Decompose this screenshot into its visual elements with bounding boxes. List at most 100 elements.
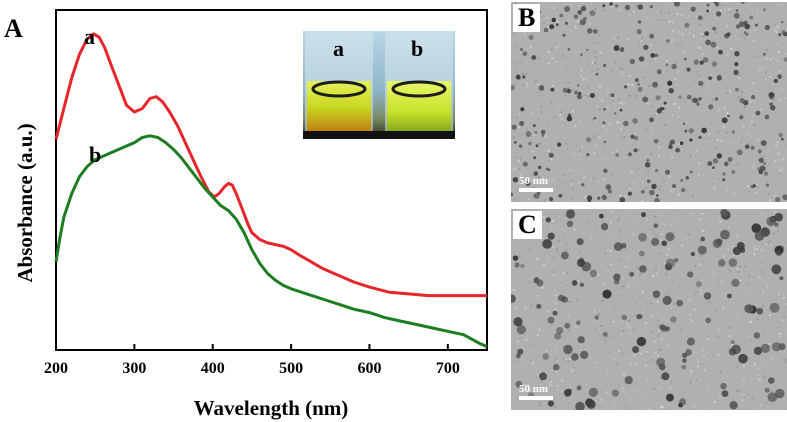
nanoparticle (653, 138, 659, 144)
nanoparticle (651, 183, 657, 190)
nanoparticle (566, 220, 574, 227)
nanoparticle (666, 39, 670, 43)
nanoparticle (586, 399, 596, 409)
nanoparticle (758, 157, 764, 163)
nanoparticle (547, 232, 555, 240)
nanoparticle (754, 23, 758, 27)
nanoparticle (654, 53, 659, 58)
nanoparticle (515, 74, 521, 80)
nanoparticle (764, 24, 770, 31)
nanoparticle (659, 107, 663, 111)
nanoparticle (513, 317, 523, 327)
nanoparticle (581, 183, 585, 187)
nanoparticle (522, 161, 528, 167)
nanoparticle (639, 265, 647, 273)
nanoparticle (682, 122, 686, 125)
nanoparticle (656, 357, 665, 367)
nanoparticle (541, 133, 545, 137)
nanoparticle (706, 3, 710, 7)
nanoparticle (519, 47, 524, 52)
nanoparticle (698, 97, 702, 101)
panel-label-b: B (513, 4, 541, 32)
nanoparticle (724, 161, 729, 167)
nanoparticle (652, 290, 661, 298)
nanoparticle (661, 372, 670, 381)
nanoparticle (762, 8, 767, 12)
nanoparticle (574, 90, 578, 95)
nanoparticle (534, 130, 538, 134)
nanoparticle (715, 238, 723, 246)
x-tick-label: 700 (436, 360, 460, 377)
nanoparticle (609, 2, 613, 6)
nanoparticle (619, 108, 623, 112)
nanoparticle (542, 239, 553, 249)
nanoparticle (684, 57, 687, 61)
nanoparticle (739, 98, 745, 104)
nanoparticle (655, 169, 659, 173)
nanoparticle (511, 294, 516, 303)
nanoparticle (765, 183, 769, 187)
scale-bar-b: 50 nm (519, 175, 553, 192)
nanoparticle (763, 162, 766, 165)
nanoparticle (779, 276, 784, 281)
panel-label-c: C (513, 211, 542, 239)
nanoparticle (586, 153, 590, 157)
nanoparticle (554, 332, 562, 340)
nanoparticle (533, 194, 536, 197)
nanoparticle (684, 129, 688, 133)
nanoparticle (514, 141, 517, 144)
nanoparticle (535, 144, 539, 148)
nanoparticle (634, 136, 639, 141)
nanoparticle (603, 107, 606, 111)
nanoparticle (711, 61, 718, 67)
nanoparticle (512, 177, 519, 183)
nanoparticle (689, 170, 693, 174)
x-tick-label: 300 (122, 360, 146, 377)
nanoparticle (555, 23, 559, 26)
nanoparticle (665, 232, 675, 242)
nanoparticle (656, 69, 662, 75)
nanoparticle (699, 60, 704, 65)
nanoparticle (576, 320, 581, 326)
nanoparticle (674, 2, 680, 7)
nanoparticle (687, 271, 694, 278)
nanoparticle (532, 124, 536, 128)
scale-bar-c-text: 50 nm (519, 383, 549, 395)
nanoparticle (757, 149, 762, 154)
nanoparticle (654, 198, 660, 202)
nanoparticle (567, 47, 571, 51)
nanoparticle (703, 292, 712, 300)
nanoparticle (760, 343, 770, 353)
nanoparticle (739, 21, 745, 27)
nanoparticle (607, 189, 612, 194)
nanoparticle (760, 140, 767, 147)
nanoparticle (727, 293, 732, 299)
nanoparticle (730, 340, 735, 345)
nanoparticle (624, 85, 628, 89)
nanoparticle (681, 364, 687, 370)
nanoparticle (718, 259, 726, 267)
nanoparticle (588, 387, 598, 397)
nanoparticle (614, 242, 623, 251)
nanoparticle (701, 127, 707, 134)
nanoparticle (636, 29, 642, 35)
nanoparticle (762, 52, 766, 56)
nanoparticle (667, 80, 673, 86)
nanoparticle (662, 295, 672, 305)
nanoparticle (705, 317, 711, 324)
nanoparticle (522, 75, 526, 79)
nanoparticle (672, 184, 677, 189)
nanoparticle (665, 169, 670, 175)
nanoparticle (754, 231, 765, 241)
nanoparticle (682, 352, 688, 358)
nanoparticle (579, 19, 586, 26)
nanoparticle (627, 191, 632, 196)
nanoparticle (720, 229, 730, 240)
series-a-label: a (84, 24, 95, 49)
nanoparticle (580, 53, 583, 56)
nanoparticle (773, 78, 778, 84)
nanoparticle (691, 97, 698, 103)
nanoparticle (600, 222, 609, 231)
nanoparticle (728, 348, 737, 356)
nanoparticle (775, 197, 781, 202)
